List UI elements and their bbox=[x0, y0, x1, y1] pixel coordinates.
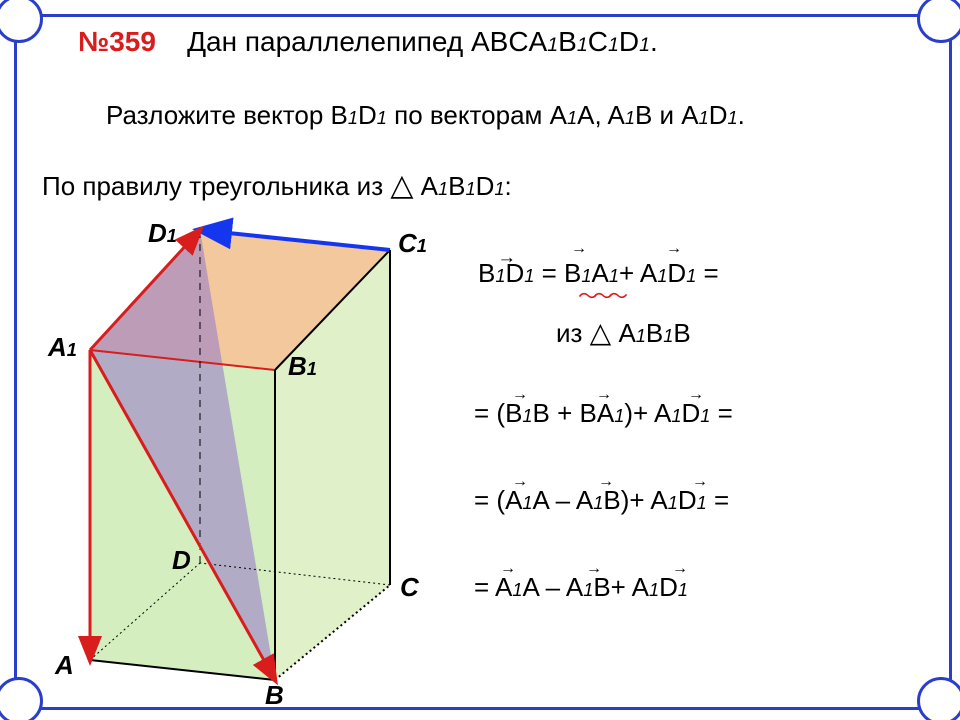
label-B: B bbox=[265, 680, 284, 711]
label-C1: C1 bbox=[398, 228, 427, 259]
arrow-over-B1B: → bbox=[512, 386, 528, 404]
arrow-over-A1B-d: → bbox=[586, 560, 602, 578]
arrow-over-A1A: → bbox=[512, 473, 528, 491]
label-D: D bbox=[172, 545, 191, 576]
label-D1: D1 bbox=[148, 218, 177, 249]
arrow-over-A1B: → bbox=[598, 473, 614, 491]
label-B1: B1 bbox=[288, 351, 317, 382]
arrow-over-A1A-d: → bbox=[500, 560, 516, 578]
corner-br bbox=[917, 677, 960, 720]
label-A1: A1 bbox=[48, 332, 77, 363]
arrow-over-B1A1: → bbox=[571, 240, 587, 258]
arrow-over-A1D1-b: → bbox=[688, 386, 704, 404]
arrow-over-A1D1-c: → bbox=[692, 473, 708, 491]
arrow-over-A1D1: → bbox=[666, 240, 682, 258]
from-triangle-2: из △ A1B1B bbox=[556, 316, 691, 350]
underline-zigzag: ～～～ bbox=[578, 280, 623, 310]
arrow-over-BA1: → bbox=[596, 386, 612, 404]
label-C: C bbox=[400, 572, 419, 603]
arrow-over-A1D1-d: → bbox=[672, 560, 688, 578]
label-A: A bbox=[55, 650, 74, 681]
